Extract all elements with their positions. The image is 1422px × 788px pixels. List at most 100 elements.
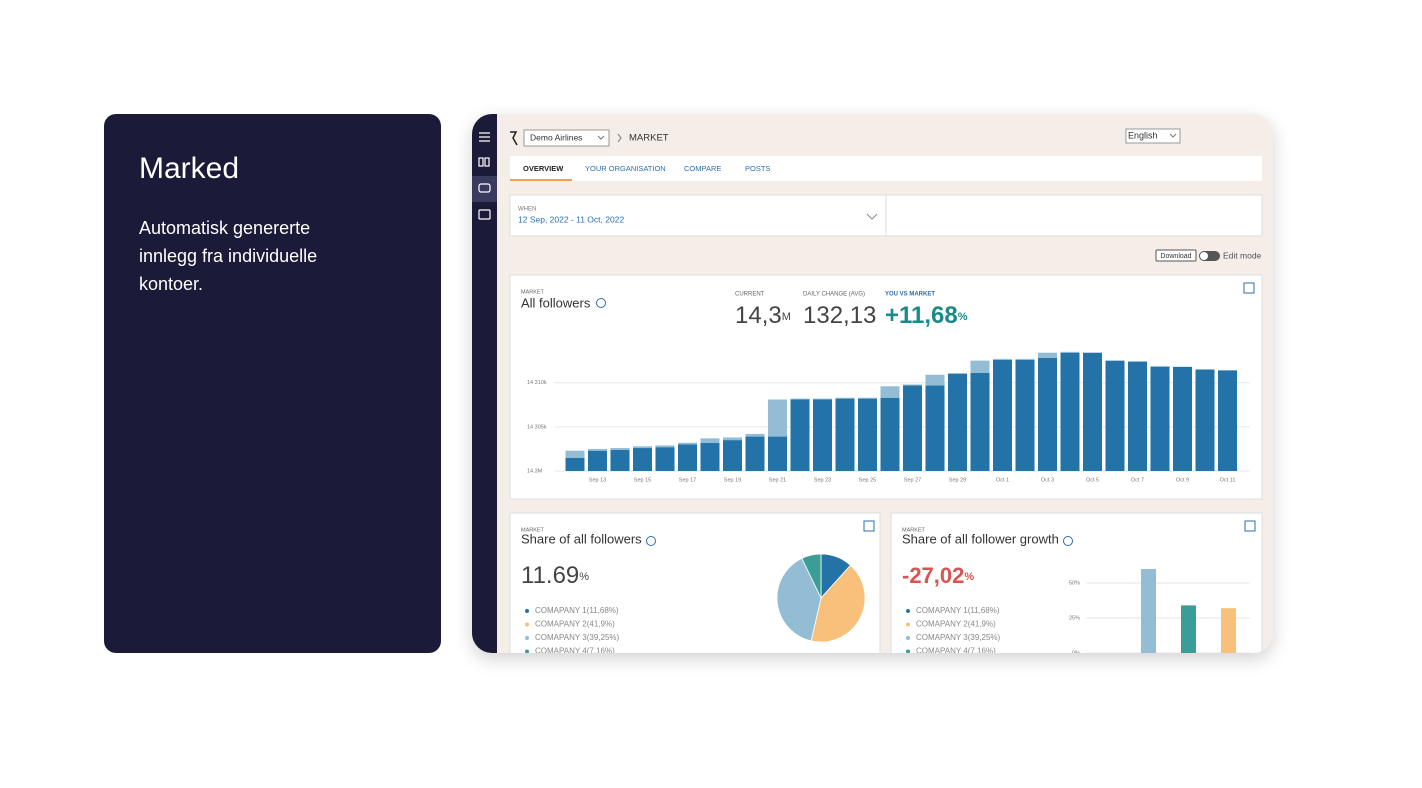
chart-icon[interactable] — [1243, 282, 1255, 294]
bar-segment — [1015, 358, 1035, 360]
card-kicker: MARKET — [902, 527, 926, 533]
legend-label: COMAPANY 1(11,68%) — [916, 606, 1000, 615]
bar-segment — [993, 359, 1012, 471]
x-tick-label: Oct 7 — [1131, 477, 1144, 483]
unit: % — [579, 571, 589, 583]
legend-dot — [906, 636, 910, 640]
tab[interactable]: POSTS — [745, 164, 770, 173]
pie-slice — [810, 564, 866, 643]
chevron — [1169, 133, 1177, 138]
when-value: 12 Sep, 2022 - 11 Oct, 2022 — [518, 214, 624, 224]
breadcrumb-sep — [617, 133, 622, 143]
x-tick-label: Sep 13 — [589, 477, 606, 483]
chart-icon[interactable] — [863, 520, 875, 532]
bar-segment — [655, 445, 675, 448]
x-tick-label: Sep 21 — [769, 477, 786, 483]
card-title: Share of all follower growth — [902, 531, 1059, 546]
sidebar-icons — [472, 132, 497, 220]
tab[interactable]: YOUR ORGANISATION — [585, 164, 666, 173]
bar-segment — [678, 442, 697, 445]
bar-segment — [610, 449, 630, 471]
value: 14,3 — [735, 302, 782, 329]
value: 132,13 — [803, 302, 876, 329]
bar-segment — [723, 437, 742, 441]
info-icon[interactable] — [646, 536, 656, 546]
x-tick-label: Sep 23 — [814, 477, 831, 483]
chevron — [597, 135, 605, 140]
x-tick-label: Oct 1 — [996, 477, 1009, 483]
panel-title: Marked — [139, 152, 240, 185]
value: -27,02 — [902, 563, 964, 588]
bar-segment — [1060, 352, 1080, 471]
legend-label: COMAPANY 3(39,25%) — [535, 633, 620, 642]
bar-segment — [1195, 369, 1215, 471]
legend-dot — [906, 609, 910, 613]
y-tick-label: 25% — [1069, 615, 1080, 621]
card-title: All followers — [521, 295, 591, 310]
bar-segment — [880, 386, 900, 398]
bar-segment — [633, 448, 652, 471]
tab[interactable]: OVERVIEW — [523, 164, 564, 173]
sidebar — [472, 114, 497, 653]
download-button[interactable] — [1155, 249, 1197, 262]
bar-segment — [858, 397, 877, 399]
x-tick-label: Oct 3 — [1041, 477, 1054, 483]
bar-segment — [993, 358, 1012, 360]
date-box[interactable] — [509, 194, 887, 237]
when-label: WHEN — [518, 207, 536, 213]
x-tick-label: Sep 17 — [679, 477, 696, 483]
bar-segment — [903, 385, 922, 471]
bar-segment — [1038, 358, 1057, 471]
bar-segment — [790, 399, 810, 471]
bar-segment — [1060, 351, 1080, 353]
bar-segment — [1128, 361, 1147, 471]
tab[interactable]: COMPARE — [684, 164, 721, 173]
info-icon[interactable] — [1063, 536, 1073, 546]
bar-segment — [610, 448, 630, 450]
bar-segment — [948, 373, 967, 374]
bar — [1181, 605, 1196, 653]
org-select-text: Demo Airlines — [530, 132, 582, 142]
stat-value: 14,3M — [735, 302, 791, 329]
info-icon[interactable] — [596, 298, 606, 308]
bar-segment — [880, 397, 900, 471]
big-value: 11.69% — [521, 562, 589, 589]
y-tick-label: 0% — [1072, 650, 1080, 653]
legend-dot — [525, 649, 529, 653]
tab-bar — [510, 156, 1262, 181]
org-select[interactable] — [523, 129, 610, 147]
bar — [1221, 608, 1236, 653]
download-text: Download — [1160, 253, 1191, 260]
bar-segment — [948, 373, 967, 471]
legend-label: COMAPANY 2(41,9%) — [916, 620, 996, 629]
edit-mode-text: Edit mode — [1223, 250, 1262, 260]
legend-label: COMAPANY 4(7,16%) — [535, 647, 615, 653]
bar-segment — [745, 433, 765, 437]
language-select[interactable] — [1125, 128, 1181, 144]
bar-segment — [588, 450, 607, 471]
chart-icon[interactable] — [1244, 520, 1256, 532]
bar-segment — [745, 436, 765, 471]
x-tick-label: Oct 5 — [1086, 477, 1099, 483]
bar-segment — [588, 448, 607, 451]
bar-segment — [700, 438, 720, 443]
card-kicker: MARKET — [521, 527, 545, 533]
bar-segment — [565, 457, 585, 471]
dashboard-screenshot: Demo Airlines MARKET English WHEN 12 Sep… — [472, 114, 1273, 653]
unit: % — [958, 311, 968, 323]
stat-value: 132,13 — [803, 302, 876, 329]
bar-segment — [1150, 366, 1170, 471]
x-tick-label: Sep 19 — [724, 477, 741, 483]
filter-box[interactable] — [885, 194, 1263, 237]
legend-dot — [525, 636, 529, 640]
y-tick-label: 50% — [1069, 580, 1080, 586]
y-tick-label: 14 305k — [527, 424, 547, 430]
unit: M — [782, 311, 791, 323]
legend-dot — [906, 622, 910, 627]
big-value: -27,02% — [902, 563, 974, 588]
legend-label: COMAPANY 2(41,9%) — [535, 620, 615, 629]
bar-segment — [858, 398, 877, 471]
chevron — [866, 213, 878, 220]
dashboard: Demo Airlines MARKET English WHEN 12 Sep… — [472, 114, 1273, 653]
